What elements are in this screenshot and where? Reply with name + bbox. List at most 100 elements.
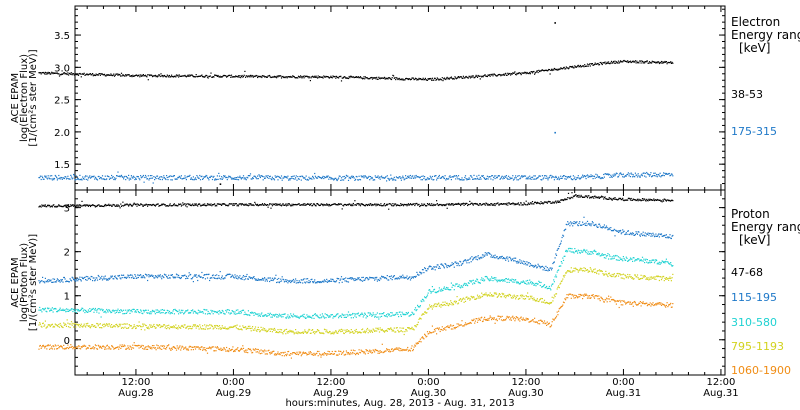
data-point <box>455 78 457 80</box>
data-point <box>616 61 618 63</box>
data-point <box>470 261 472 263</box>
data-point <box>69 278 71 280</box>
data-point <box>283 313 285 315</box>
data-point <box>407 277 409 280</box>
data-point <box>61 280 63 282</box>
data-point <box>461 177 463 179</box>
data-point <box>586 220 589 222</box>
data-point <box>106 279 108 281</box>
data-point <box>672 175 674 177</box>
data-point <box>636 176 639 178</box>
data-point <box>638 62 640 64</box>
data-point <box>640 259 642 261</box>
data-point <box>211 325 214 328</box>
data-point <box>366 277 369 279</box>
data-point <box>291 315 293 317</box>
data-point <box>454 285 456 287</box>
data-point <box>99 176 101 179</box>
data-point <box>187 203 189 205</box>
data-point <box>91 175 93 177</box>
data-point <box>69 178 71 180</box>
data-point <box>496 75 498 77</box>
data-point <box>614 60 616 62</box>
data-point <box>211 178 214 181</box>
data-point <box>662 199 664 201</box>
data-point <box>173 175 175 177</box>
data-point <box>218 203 220 205</box>
data-point <box>357 179 359 181</box>
data-point <box>362 313 364 315</box>
data-point <box>304 177 306 179</box>
data-point <box>550 69 552 71</box>
data-point <box>635 174 637 176</box>
data-point <box>70 308 73 310</box>
data-point <box>664 198 666 200</box>
data-point <box>227 273 229 276</box>
data-point <box>68 281 70 283</box>
data-point <box>230 203 233 205</box>
data-point <box>226 179 228 181</box>
data-point <box>132 327 134 329</box>
data-point <box>445 288 447 290</box>
data-point <box>107 204 109 206</box>
data-point <box>444 263 446 265</box>
data-point <box>598 223 601 225</box>
data-point <box>72 310 74 313</box>
data-point <box>128 324 130 326</box>
data-point <box>487 74 489 76</box>
data-point <box>304 317 307 319</box>
data-point <box>609 198 611 200</box>
data-point <box>605 198 608 200</box>
data-point <box>530 264 532 266</box>
data-point <box>667 236 669 238</box>
data-point <box>551 69 553 72</box>
data-point <box>254 326 257 328</box>
data-point <box>425 297 427 299</box>
data-point <box>441 204 443 206</box>
data-point <box>58 323 60 326</box>
data-point <box>99 205 101 207</box>
data-point <box>505 203 507 205</box>
data-point <box>212 313 214 315</box>
data-point <box>187 175 190 177</box>
y-axis-label-line: ACE EPAM <box>10 73 21 123</box>
data-point <box>192 281 194 283</box>
data-point <box>242 309 245 311</box>
data-point <box>116 310 118 312</box>
data-point <box>366 204 369 207</box>
legend-title-line: Energy range <box>731 28 800 42</box>
data-point <box>172 276 174 278</box>
data-point <box>145 176 147 178</box>
data-point <box>560 67 562 69</box>
data-point <box>379 277 381 279</box>
data-point <box>558 200 560 202</box>
data-point <box>277 316 279 318</box>
data-point <box>648 260 651 262</box>
data-point <box>517 203 519 205</box>
data-point <box>218 203 221 205</box>
data-point <box>222 310 224 312</box>
data-point <box>510 177 512 179</box>
data-point <box>264 315 266 317</box>
data-point <box>536 267 538 269</box>
data-point <box>135 311 137 313</box>
data-point <box>189 75 191 77</box>
data-point <box>334 281 336 283</box>
data-point <box>646 198 648 200</box>
data-point <box>622 61 624 63</box>
data-point <box>46 311 48 313</box>
data-point <box>550 289 552 291</box>
data-point <box>350 75 352 77</box>
data-point <box>226 274 228 276</box>
data-point <box>337 278 339 280</box>
data-point <box>670 62 672 64</box>
data-point <box>120 205 123 207</box>
data-point <box>580 249 582 252</box>
data-point <box>94 74 96 76</box>
data-point <box>218 325 221 327</box>
data-point <box>258 174 260 176</box>
data-point <box>307 76 309 78</box>
data-point <box>402 314 405 316</box>
data-point <box>335 204 338 206</box>
data-point <box>368 175 370 177</box>
